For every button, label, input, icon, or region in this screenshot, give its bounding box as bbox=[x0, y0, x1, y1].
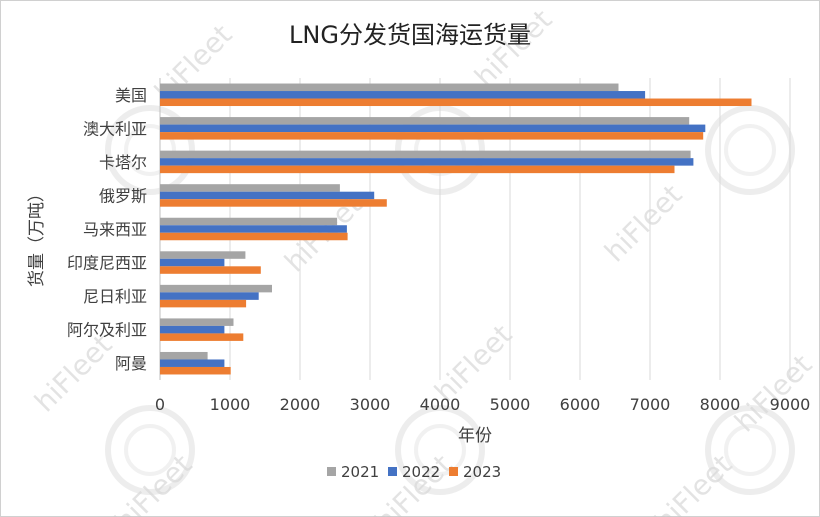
watermark-emblem bbox=[705, 405, 795, 495]
bar-2022 bbox=[160, 91, 646, 99]
bar-2023 bbox=[160, 366, 231, 375]
bar-2021 bbox=[160, 351, 208, 360]
bar-2022 bbox=[160, 124, 706, 133]
category-label: 卡塔尔 bbox=[99, 153, 147, 172]
watermark-emblem-inner bbox=[414, 424, 466, 476]
legend-label: 2022 bbox=[402, 463, 440, 481]
x-tick-label: 5000 bbox=[490, 395, 531, 414]
bar-2021 bbox=[160, 117, 690, 125]
watermark-emblem bbox=[105, 405, 195, 495]
category-label: 美国 bbox=[115, 86, 147, 105]
legend: 2021 2022 2023 bbox=[327, 463, 501, 481]
x-tick-label: 2000 bbox=[280, 395, 321, 414]
bar-2021 bbox=[160, 284, 272, 293]
watermark-emblem bbox=[705, 105, 795, 195]
x-axis-title: 年份 bbox=[458, 426, 492, 446]
watermark-emblem-inner bbox=[724, 424, 776, 476]
bars bbox=[160, 83, 752, 375]
chart-title: LNG分发货国海运货量 bbox=[289, 21, 531, 49]
category-label: 澳大利亚 bbox=[83, 119, 147, 138]
bar-2022 bbox=[160, 359, 225, 367]
watermark-emblem-inner bbox=[124, 124, 176, 176]
x-tick-label: 3000 bbox=[350, 395, 391, 414]
x-tick-label: 4000 bbox=[420, 395, 461, 414]
bar-2023 bbox=[160, 98, 752, 107]
bar-2022 bbox=[160, 225, 347, 233]
bar-2022 bbox=[160, 325, 225, 334]
bar-2022 bbox=[160, 158, 694, 166]
bar-2021 bbox=[160, 150, 691, 159]
bar-2023 bbox=[160, 333, 244, 341]
x-tick-label: 8000 bbox=[700, 395, 741, 414]
category-label: 俄罗斯 bbox=[99, 186, 147, 205]
legend-swatch bbox=[388, 467, 397, 476]
watermark-emblem-inner bbox=[124, 424, 176, 476]
bar-2023 bbox=[160, 232, 348, 241]
bar-2023 bbox=[160, 266, 261, 274]
legend-swatch bbox=[327, 467, 336, 476]
legend-swatch bbox=[449, 467, 458, 476]
bar-2023 bbox=[160, 165, 675, 174]
bar-2023 bbox=[160, 132, 704, 140]
x-tick-label: 0 bbox=[155, 395, 165, 414]
bar-2021 bbox=[160, 217, 338, 226]
bar-2021 bbox=[160, 83, 619, 92]
legend-label: 2023 bbox=[463, 463, 501, 481]
category-label: 尼日利亚 bbox=[83, 287, 147, 306]
bar-2022 bbox=[160, 191, 375, 200]
bar-2021 bbox=[160, 251, 246, 259]
watermark-text: hiFleet bbox=[598, 178, 688, 268]
bar-2021 bbox=[160, 318, 234, 326]
legend-label: 2021 bbox=[341, 463, 379, 481]
watermark-text: hiFleet bbox=[28, 328, 118, 418]
x-tick-label: 1000 bbox=[210, 395, 251, 414]
bar-2021 bbox=[160, 184, 340, 192]
category-label: 阿曼 bbox=[115, 354, 147, 373]
watermark-emblem bbox=[395, 405, 485, 495]
category-label: 阿尔及利亚 bbox=[67, 321, 147, 340]
bar-2023 bbox=[160, 299, 247, 308]
bar-2022 bbox=[160, 258, 225, 267]
watermark-emblem-inner bbox=[724, 124, 776, 176]
x-tick-label: 9000 bbox=[770, 395, 811, 414]
x-tick-label: 6000 bbox=[560, 395, 601, 414]
y-axis-title: 货量（万吨） bbox=[27, 185, 47, 287]
category-label: 马来西亚 bbox=[83, 220, 147, 239]
tick-labels: 0 1000 2000 3000 4000 5000 6000 7000 8000 9000 bbox=[155, 395, 810, 414]
x-tick-label: 7000 bbox=[630, 395, 671, 414]
watermark-text: hiFleet bbox=[728, 348, 818, 438]
bar-2023 bbox=[160, 199, 387, 207]
bar-2022 bbox=[160, 292, 259, 300]
category-label: 印度尼西亚 bbox=[67, 254, 147, 273]
watermark-emblem bbox=[105, 105, 195, 195]
